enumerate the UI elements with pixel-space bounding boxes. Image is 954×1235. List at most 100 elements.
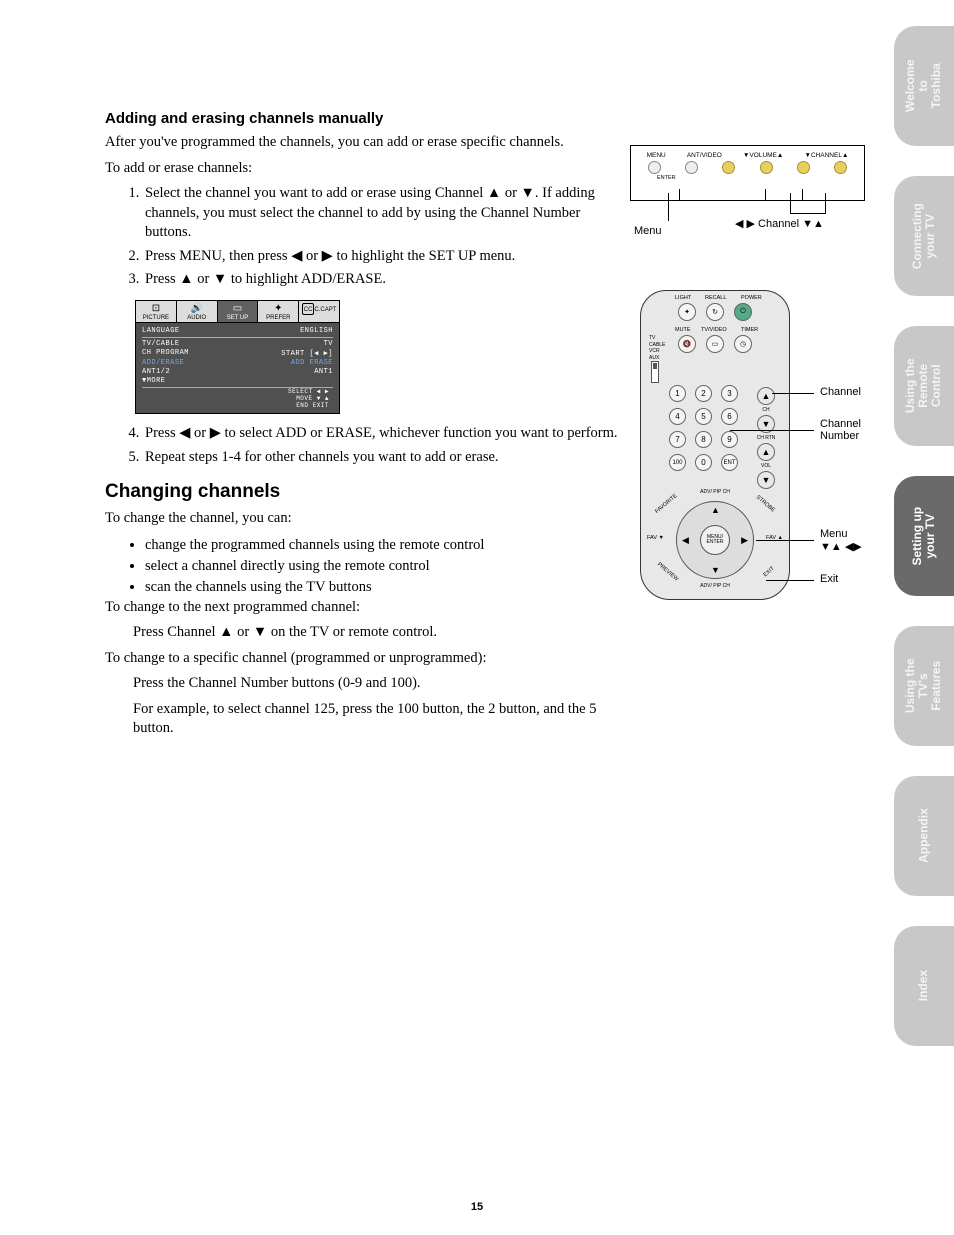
bullet-1: change the programmed channels using the…	[145, 535, 625, 556]
panel-btn-vol-down	[722, 161, 735, 174]
remote-callout-menu: Menu ▼▲ ◀▶	[820, 528, 862, 553]
cc-p1: To change to the next programmed channel…	[105, 598, 625, 618]
remote-callout-channel: Channel	[820, 386, 861, 398]
intro-paragraph-2: To add or erase channels:	[105, 159, 625, 179]
osd-tabs: ⊡PICTURE 🔊AUDIO ▭SET UP ✦PREFER CCC.CAPT	[136, 301, 339, 323]
osd-more-label: ▼MORE	[142, 377, 166, 385]
osd-chprogram-val: START [◀ ▶]	[281, 349, 333, 358]
osd-tvcable-val: TV	[324, 340, 333, 348]
heading-adding-erasing: Adding and erasing channels manually	[105, 110, 625, 127]
remote-tvvideo-btn: ▭	[706, 335, 724, 353]
osd-footer: SELECT ◀ ▶ MOVE ▼ ▲ END EXIT	[142, 387, 333, 409]
cc-p1a: Press Channel ▲ or ▼ on the TV or remote…	[133, 623, 625, 643]
remote-num-7: 7	[669, 431, 686, 448]
tab-welcome[interactable]: Welcome to Toshiba	[894, 26, 954, 146]
cc-intro: To change the channel, you can:	[105, 509, 625, 529]
remote-num-6: 6	[721, 408, 738, 425]
remote-vol-up: ▲	[757, 443, 775, 461]
remote-vol-down: ▼	[757, 471, 775, 489]
remote-recall-btn: ↻	[706, 303, 724, 321]
osd-ant-val: ANT1	[314, 368, 333, 376]
osd-adderase-label: ADD/ERASE	[142, 359, 184, 367]
remote-adv-label2: ADV/ PIP CH	[641, 583, 789, 589]
remote-ent-btn: ENT	[721, 454, 738, 471]
osd-tab-ccapt: CCC.CAPT	[299, 301, 339, 322]
tab-features[interactable]: Using the TV's Features	[894, 626, 954, 746]
remote-dpad: MENU/ ENTER ▲ ▼ ◀ ▶	[676, 501, 754, 579]
page-number: 15	[0, 1201, 954, 1213]
osd-ant-label: ANT1/2	[142, 368, 170, 376]
panel-btn-antvideo	[685, 161, 698, 174]
tab-connecting[interactable]: Connecting your TV	[894, 176, 954, 296]
panel-btn-ch-up	[834, 161, 847, 174]
step-2: Press MENU, then press ◀ or ▶ to highlig…	[143, 247, 625, 267]
osd-language-label: LANGUAGE	[142, 327, 180, 335]
remote-num-1: 1	[669, 385, 686, 402]
osd-chprogram-label: CH PROGRAM	[142, 349, 189, 358]
remote-figure: LIGHT RECALL POWER ✦ ↻ ⏻ MUTE TV/VIDEO T…	[640, 290, 790, 600]
osd-tab-prefer: ✦PREFER	[258, 301, 299, 322]
osd-menu-figure: ⊡PICTURE 🔊AUDIO ▭SET UP ✦PREFER CCC.CAPT…	[135, 300, 340, 414]
remote-timer-btn: ◷	[734, 335, 752, 353]
step-3: Press ▲ or ▼ to highlight ADD/ERASE.	[143, 270, 625, 290]
panel-callout-channel: ◀ ▶ Channel ▼▲	[735, 217, 824, 230]
osd-adderase-val: ADD ERASE	[291, 359, 333, 367]
panel-label-antvideo: ANT/VIDEO	[687, 152, 722, 159]
remote-dpad-up: ▲	[711, 505, 720, 515]
remote-num-0: 0	[695, 454, 712, 471]
intro-paragraph-1: After you've programmed the channels, yo…	[105, 133, 625, 153]
osd-tab-setup: ▭SET UP	[218, 301, 259, 322]
main-content: Adding and erasing channels manually Aft…	[105, 110, 625, 745]
remote-callout-exit: Exit	[820, 573, 838, 585]
panel-label-volume: ▼VOLUME▲	[743, 152, 783, 159]
tv-panel-figure: MENU ANT/VIDEO ▼VOLUME▲ ▼CHANNEL▲ ENTER …	[630, 145, 865, 201]
remote-adv-label: ADV/ PIP CH	[641, 489, 789, 495]
tab-appendix[interactable]: Appendix	[894, 776, 954, 896]
panel-callout-menu: Menu	[634, 225, 662, 237]
remote-menu-enter-btn: MENU/ ENTER	[700, 525, 730, 555]
remote-strobe-label: STROBE	[755, 494, 776, 513]
remote-exit-label: EXIT	[762, 566, 775, 578]
panel-btn-ch-down	[797, 161, 810, 174]
remote-num-8: 8	[695, 431, 712, 448]
remote-num-4: 4	[669, 408, 686, 425]
tab-remote[interactable]: Using the Remote Control	[894, 326, 954, 446]
tab-setting-up[interactable]: Setting up your TV	[894, 476, 954, 596]
remote-num-100: 100	[669, 454, 686, 471]
panel-label-channel: ▼CHANNEL▲	[804, 152, 848, 159]
remote-num-3: 3	[721, 385, 738, 402]
steps-list-a: Select the channel you want to add or er…	[143, 184, 625, 290]
side-tabs: Welcome to Toshiba Connecting your TV Us…	[894, 26, 954, 1076]
tab-index[interactable]: Index	[894, 926, 954, 1046]
heading-changing-channels: Changing channels	[105, 481, 625, 503]
cc-p2b: For example, to select channel 125, pres…	[133, 700, 625, 739]
remote-num-5: 5	[695, 408, 712, 425]
osd-tvcable-label: TV/CABLE	[142, 340, 180, 348]
step-4: Press ◀ or ▶ to select ADD or ERASE, whi…	[143, 424, 625, 444]
osd-tab-picture: ⊡PICTURE	[136, 301, 177, 322]
step-5: Repeat steps 1-4 for other channels you …	[143, 448, 625, 468]
remote-power-btn: ⏻	[734, 303, 752, 321]
cc-p2a: Press the Channel Number buttons (0-9 an…	[133, 674, 625, 694]
remote-fav-left: FAV ▼	[647, 535, 664, 541]
steps-list-b: Press ◀ or ▶ to select ADD or ERASE, whi…	[143, 424, 625, 467]
remote-favorite-label: FAVORITE	[654, 493, 678, 515]
remote-dpad-right: ▶	[741, 535, 748, 546]
remote-callout-channel-number: Channel Number	[820, 418, 861, 442]
cc-p2: To change to a specific channel (program…	[105, 649, 625, 669]
remote-numpad: 1 2 3 4 5 6 7 8 9 100 0 ENT	[669, 385, 741, 471]
panel-btn-vol-up	[760, 161, 773, 174]
remote-mute-btn: 🔇	[678, 335, 696, 353]
osd-tab-audio: 🔊AUDIO	[177, 301, 218, 322]
remote-light-btn: ✦	[678, 303, 696, 321]
remote-dpad-down: ▼	[711, 565, 720, 575]
bullet-2: select a channel directly using the remo…	[145, 556, 625, 577]
remote-ch-vol: ▲ CH ▼ CH RTN ▲ VOL ▼	[755, 387, 777, 489]
remote-ch-up: ▲	[757, 387, 775, 405]
cc-bullets: change the programmed channels using the…	[145, 535, 625, 598]
panel-under-label: ENTER	[639, 175, 856, 181]
osd-language-val: ENGLISH	[300, 327, 333, 335]
remote-dpad-left: ◀	[682, 535, 689, 546]
panel-label-menu: MENU	[647, 152, 666, 159]
step-1: Select the channel you want to add or er…	[143, 184, 625, 243]
